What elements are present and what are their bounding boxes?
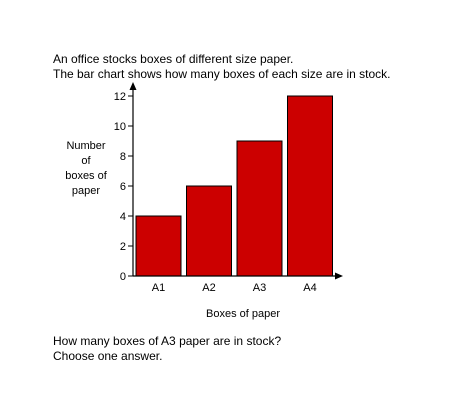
bar-a3 (237, 141, 282, 276)
x-axis-title: Boxes of paper (206, 308, 280, 320)
x-axis-arrow (335, 273, 343, 280)
y-tick-label-8: 8 (120, 151, 126, 163)
bar-a4 (288, 96, 333, 276)
y-axis-arrow (130, 82, 137, 90)
question-line-2: Choose one answer. (53, 349, 433, 364)
question-line-1: How many boxes of A3 paper are in stock? (53, 334, 433, 349)
x-tick-label-a3: A3 (253, 282, 266, 294)
y-tick-label-2: 2 (120, 241, 126, 253)
x-tick-label-a1: A1 (152, 282, 165, 294)
question-text: How many boxes of A3 paper are in stock?… (53, 334, 433, 364)
y-tick-label-10: 10 (114, 121, 126, 133)
x-tick-label-a4: A4 (303, 282, 316, 294)
y-tick-label-4: 4 (120, 211, 126, 223)
y-tick-label-12: 12 (114, 91, 126, 103)
y-tick-label-6: 6 (120, 181, 126, 193)
y-tick-label-0: 0 (120, 271, 126, 283)
x-tick-label-a2: A2 (202, 282, 215, 294)
bar-a1 (136, 216, 181, 276)
bar-a2 (187, 186, 232, 276)
